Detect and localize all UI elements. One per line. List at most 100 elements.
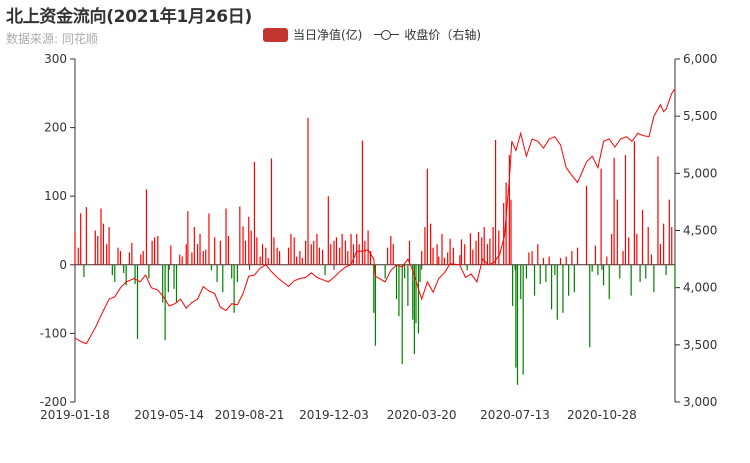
x-tick-label: 2019-05-14	[134, 408, 204, 422]
bar	[398, 264, 400, 317]
bar	[486, 244, 489, 265]
bar	[460, 239, 463, 265]
axes: -200 -100 0 100 200 300 3,000 3,500 4,000 4,500 5,…	[40, 52, 718, 422]
bar	[436, 244, 438, 265]
bar	[352, 244, 355, 265]
legend-label-close-price: 收盘价（右轴)	[404, 28, 482, 42]
x-tick-label: 2019-01-18	[40, 408, 110, 422]
bar	[657, 156, 659, 265]
bar	[424, 227, 426, 265]
y-right-tick-label: 5,500	[683, 109, 717, 123]
bar	[253, 161, 256, 265]
bar	[106, 244, 108, 265]
bar	[175, 264, 178, 303]
bar	[119, 251, 122, 265]
bar	[525, 264, 528, 279]
bar	[510, 199, 512, 265]
y-left-tick-label: 200	[44, 121, 67, 135]
bar	[392, 244, 394, 265]
bar	[591, 264, 593, 272]
bar	[559, 257, 562, 265]
bar	[347, 251, 349, 265]
bar	[361, 140, 364, 265]
bar	[296, 256, 298, 265]
bar	[624, 155, 627, 265]
bar	[516, 264, 519, 385]
bar	[233, 264, 235, 313]
bar	[639, 264, 641, 282]
bar	[136, 264, 139, 339]
bar	[322, 249, 324, 265]
bar	[650, 254, 653, 265]
bar	[505, 182, 507, 265]
bar	[313, 240, 315, 265]
bar	[608, 264, 610, 300]
legend: 当日净值(亿) 收盘价（右轴)	[263, 26, 493, 43]
bar	[299, 251, 301, 265]
bar	[600, 168, 602, 265]
bar	[369, 251, 372, 265]
bar	[279, 251, 281, 265]
bar	[483, 227, 485, 265]
bar	[191, 252, 193, 265]
bar	[550, 264, 553, 310]
bar	[125, 264, 127, 286]
line-series	[74, 88, 676, 345]
bar	[111, 264, 113, 276]
bar	[307, 118, 309, 265]
bar	[628, 237, 630, 265]
bar	[97, 235, 99, 265]
y-right-tick-label: 4,500	[683, 224, 717, 238]
bar	[128, 252, 130, 265]
bar	[330, 244, 332, 265]
bar	[181, 256, 183, 265]
bar	[108, 227, 110, 265]
bar	[374, 264, 377, 346]
y-left-tick-label: -100	[40, 326, 67, 340]
bar	[231, 264, 233, 279]
bar	[386, 247, 389, 265]
x-tick-label: 2020-03-20	[387, 408, 457, 422]
bar	[187, 211, 189, 265]
bar	[102, 223, 105, 265]
bar	[310, 244, 312, 265]
legend-item-close-price[interactable]: 收盘价（右轴)	[374, 26, 481, 43]
bar	[645, 264, 647, 279]
bar	[554, 264, 556, 276]
y-right-tick-label: 5,000	[683, 166, 717, 180]
y-right-tick-label: 4,000	[683, 281, 717, 295]
bar	[447, 252, 449, 265]
bar	[219, 240, 221, 265]
bar	[83, 264, 85, 278]
bar	[301, 257, 303, 265]
bar	[259, 256, 261, 265]
bar	[364, 240, 366, 265]
legend-item-net-value[interactable]: 当日净值(亿)	[263, 26, 362, 43]
bar	[304, 240, 307, 265]
bar	[466, 264, 468, 271]
bar	[464, 244, 466, 265]
bar	[145, 189, 148, 265]
bar	[512, 264, 514, 306]
y-left-tick-label: -200	[40, 395, 67, 409]
bar	[438, 256, 440, 265]
bar	[384, 264, 386, 279]
bar	[503, 203, 505, 265]
bar	[641, 209, 644, 265]
bar	[290, 233, 292, 265]
bar	[173, 264, 175, 289]
bar	[571, 251, 573, 265]
bar	[273, 237, 275, 265]
bar	[576, 247, 579, 265]
y-left-tick-label: 100	[44, 189, 67, 203]
bar	[531, 251, 533, 265]
bar	[545, 264, 547, 282]
bar	[668, 199, 670, 265]
bar	[452, 247, 454, 265]
bar	[100, 208, 102, 265]
bar	[508, 155, 510, 265]
bar	[674, 264, 676, 289]
bar	[417, 264, 420, 334]
bar	[475, 240, 477, 265]
bar	[162, 264, 164, 303]
